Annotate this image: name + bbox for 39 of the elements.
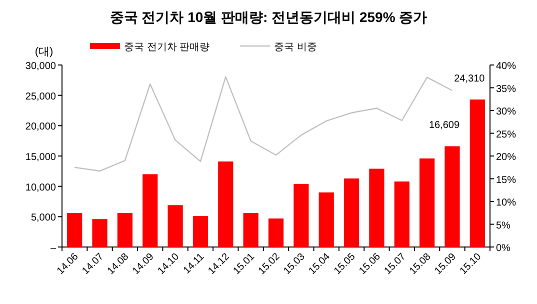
bar [168, 205, 183, 247]
y2-tick-label: 0% [496, 243, 511, 254]
bar [394, 181, 410, 247]
y-tick-label: 30,000 [25, 61, 56, 72]
bar [470, 100, 485, 247]
bar [117, 213, 132, 247]
y2-tick-label: 10% [496, 198, 516, 208]
y-tick-label: – [50, 243, 56, 254]
y-tick-label: 25,000 [25, 91, 56, 102]
bar [294, 184, 309, 247]
bar [243, 213, 258, 247]
legend-label: 중국 전기차 판매량 [124, 42, 210, 53]
bar [192, 216, 208, 247]
y-tick-label: 10,000 [25, 182, 56, 194]
bar [369, 168, 384, 247]
bar [444, 146, 460, 247]
y2-tick-label: 30% [496, 106, 516, 118]
bar [218, 161, 234, 247]
y2-tick-label: 5% [496, 220, 511, 232]
bar [92, 219, 108, 247]
legend-label: 중국 비중 [274, 42, 317, 53]
chart-title: 중국 전기차 10월 판매량: 전년동기대비 259% 증가 [110, 9, 428, 25]
bar [67, 213, 82, 247]
y-tick-label: 20,000 [25, 122, 56, 133]
data-label: 16,609 [428, 120, 460, 132]
bar [318, 192, 334, 247]
y2-tick-label: 35% [496, 84, 516, 95]
bar [420, 158, 435, 247]
bar [142, 174, 158, 247]
y2-tick-label: 40% [496, 61, 516, 72]
y-axis-title: (대) [34, 46, 54, 58]
data-label: 24,310 [454, 74, 486, 85]
y2-tick-label: 25% [496, 129, 516, 140]
bar [344, 178, 360, 247]
y-tick-label: 5,000 [30, 212, 56, 224]
y2-tick-label: 15% [496, 174, 516, 186]
bar [268, 218, 284, 247]
y2-tick-label: 20% [496, 152, 516, 163]
y-tick-label: 15,000 [25, 152, 56, 163]
